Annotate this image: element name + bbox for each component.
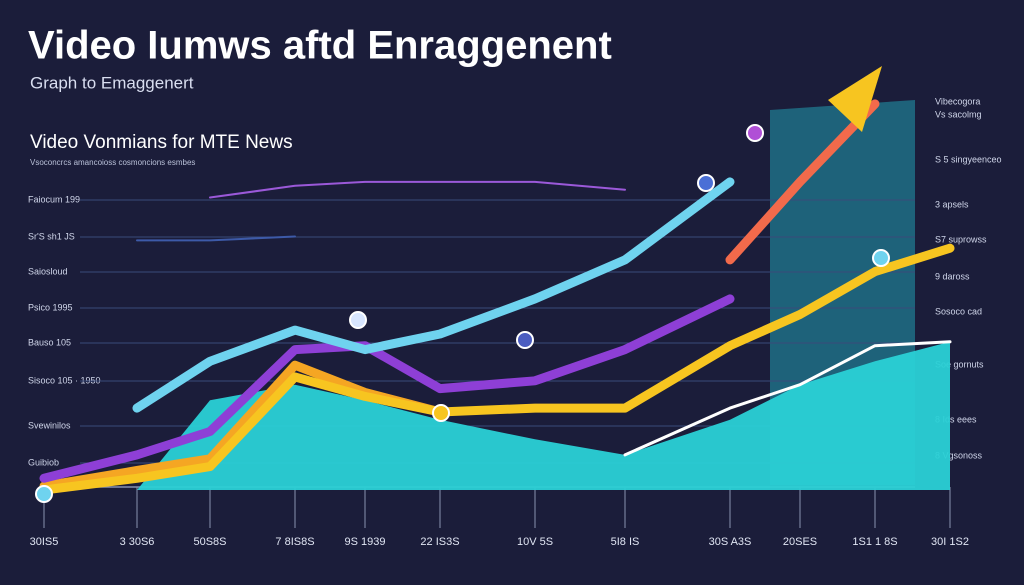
left-label: Faiocum 199 xyxy=(28,194,80,204)
left-label: Guibiob xyxy=(28,457,59,467)
chart-subtitle: Graph to Emaggenert xyxy=(30,73,194,92)
left-label: Bauso 105 xyxy=(28,337,71,347)
x-tick-label: 50S8S xyxy=(193,536,226,548)
x-tick-label: 30S A3S xyxy=(709,536,752,548)
point-dot xyxy=(432,404,450,422)
series-line xyxy=(132,177,735,413)
point-dot xyxy=(872,249,890,267)
left-label: Psico 1995 xyxy=(28,302,73,312)
chart-heading: Video Vonmians for MTE News xyxy=(30,132,293,153)
series-line xyxy=(39,243,955,495)
x-tick-label: 10V 5S xyxy=(517,536,553,548)
point-dot xyxy=(746,124,764,142)
point-dot xyxy=(35,485,53,503)
left-label: Svewinilos xyxy=(28,420,71,430)
series-line xyxy=(209,180,626,199)
right-label: Vibecogora xyxy=(935,96,980,106)
right-label: Sosoco cad xyxy=(935,306,982,316)
arrow-head xyxy=(828,66,882,132)
series-line xyxy=(136,235,296,242)
right-label: 3 apsels xyxy=(935,199,969,209)
x-tick-label: 7 8IS8S xyxy=(275,536,314,548)
point-dot xyxy=(697,174,715,192)
chart-title: Video Iumws aftd Enraggenent xyxy=(28,24,612,68)
x-tick-label: 5I8 IS xyxy=(611,536,640,548)
right-label: Vs sacolmg xyxy=(935,109,982,119)
point-dot xyxy=(349,311,367,329)
left-label: Sisoco 105 · 1950 xyxy=(28,375,101,385)
right-label: S 5 singyeenceo xyxy=(935,154,1002,164)
x-tick-label: 20SES xyxy=(783,536,817,548)
right-label: S7 suprowss xyxy=(935,234,987,244)
series-line xyxy=(623,340,952,457)
left-label: Saiosloud xyxy=(28,266,68,276)
x-tick-label: 3 30S6 xyxy=(120,536,155,548)
chart-note: Vsoconcrcs amancoioss cosmoncions esmbes xyxy=(30,158,195,167)
x-tick-label: 30IS5 xyxy=(30,536,59,548)
x-tick-label: 22 IS3S xyxy=(420,536,459,548)
x-tick-label: 9S 1939 xyxy=(345,536,386,548)
right-label: 8 Ids eees xyxy=(935,414,977,424)
series-line xyxy=(725,99,880,265)
x-tick-label: 30I 1S2 xyxy=(931,536,969,548)
right-label: 9 daross xyxy=(935,271,970,281)
left-label: Sr'S sh1 JS xyxy=(28,231,75,241)
right-label: 8 Vgsonoss xyxy=(935,450,983,460)
series-area xyxy=(44,341,950,490)
x-tick-label: 1S1 1 8S xyxy=(852,536,897,548)
point-dot xyxy=(516,331,534,349)
right-label: Soe gornuts xyxy=(935,359,984,369)
